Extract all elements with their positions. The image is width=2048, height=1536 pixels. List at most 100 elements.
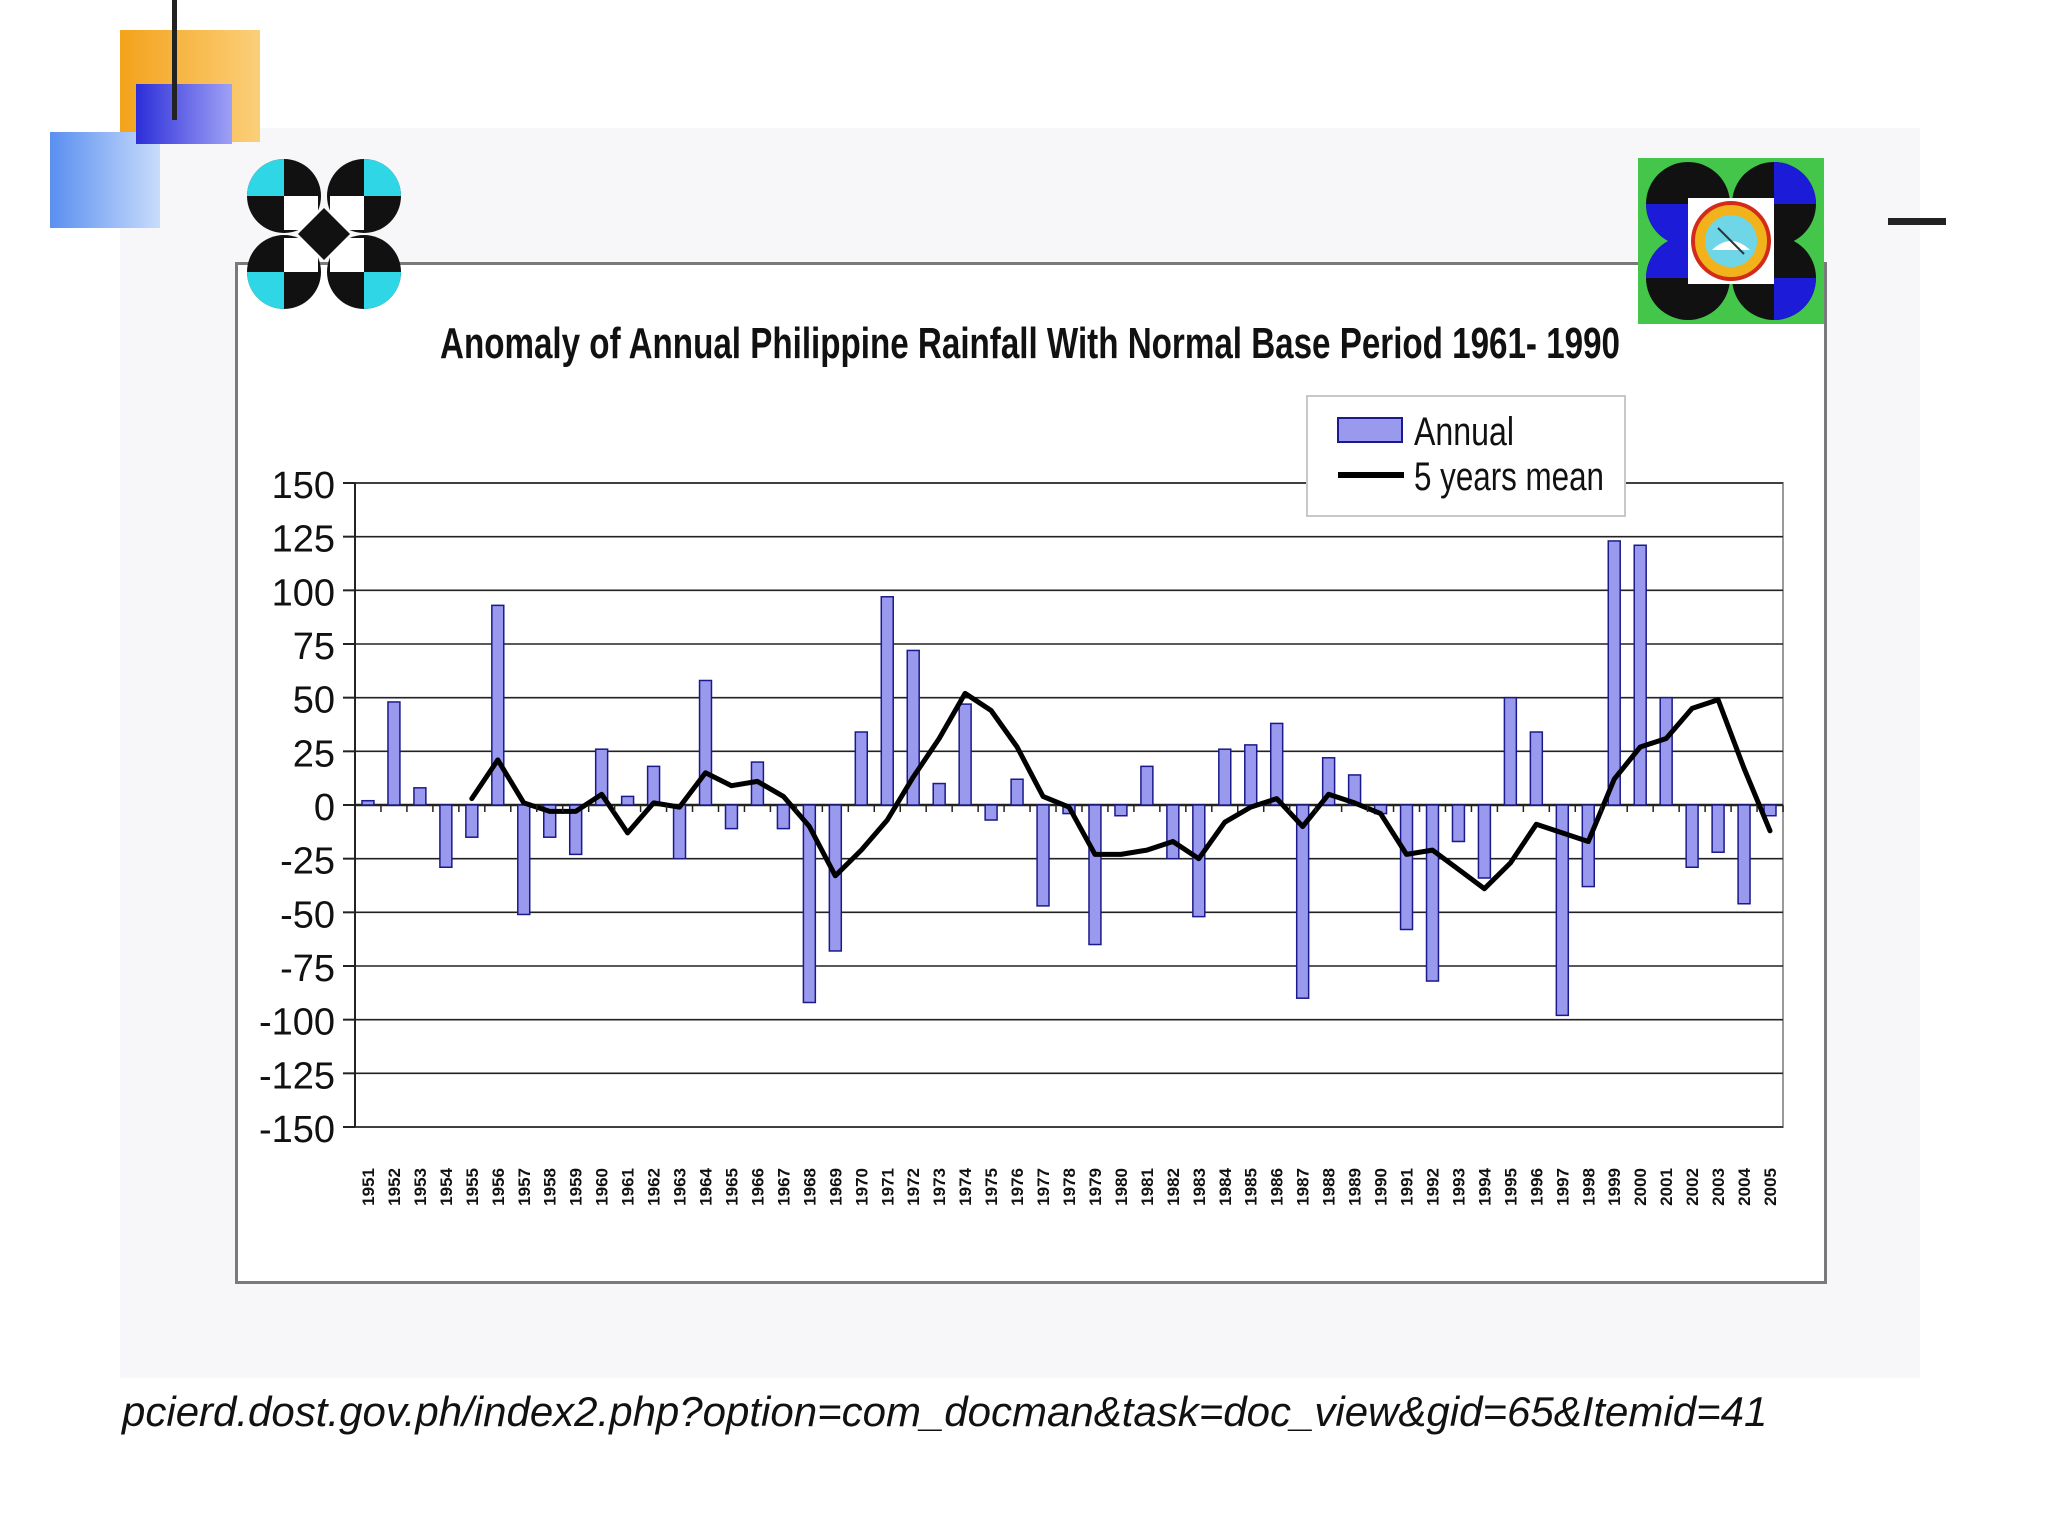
bar-annual	[1218, 748, 1232, 806]
x-tick-label: 1965	[722, 1168, 741, 1206]
x-tick-label: 1979	[1086, 1168, 1105, 1206]
x-tick-label: 1986	[1268, 1168, 1287, 1206]
chart-title: Anomaly of Annual Philippine Rainfall Wi…	[440, 319, 1620, 368]
x-tick-label: 1951	[359, 1168, 378, 1206]
x-tick-label: 1992	[1423, 1168, 1442, 1206]
bar-annual	[387, 701, 401, 806]
x-tick-label: 2002	[1683, 1168, 1702, 1206]
x-tick-label: 1952	[385, 1168, 404, 1206]
x-tick-label: 1989	[1346, 1168, 1365, 1206]
bar-annual	[1581, 804, 1595, 888]
x-tick-label: 1966	[748, 1168, 767, 1206]
legend-label-mean: 5 years mean	[1414, 455, 1604, 499]
bar-annual	[984, 804, 998, 821]
bar-annual	[880, 596, 894, 806]
bar-annual	[1607, 540, 1621, 806]
bar-annual	[724, 804, 739, 830]
y-tick-label: 25	[293, 733, 335, 775]
x-tick-label: 1984	[1216, 1167, 1235, 1205]
bar-annual	[1737, 804, 1751, 905]
x-tick-label: 1960	[593, 1168, 612, 1206]
decorative-navy-block	[136, 84, 232, 144]
bar-annual	[1555, 804, 1570, 1017]
y-tick-label: 75	[293, 626, 335, 668]
source-url: pcierd.dost.gov.ph/index2.php?option=com…	[122, 1388, 1768, 1435]
x-tick-label: 1978	[1060, 1168, 1079, 1206]
x-tick-label: 1993	[1449, 1168, 1468, 1206]
x-tick-label: 1998	[1579, 1168, 1598, 1206]
decorative-horizontal-line	[1888, 218, 1946, 225]
five-year-mean-line	[469, 690, 1773, 892]
bar-annual	[1088, 804, 1102, 946]
bar-annual	[1503, 696, 1518, 806]
bar-annual	[517, 804, 531, 916]
bar-annual	[1166, 804, 1180, 860]
legend-box	[1306, 395, 1626, 517]
bar-annual	[1711, 804, 1725, 853]
bar-annual	[361, 799, 375, 806]
decorative-blue-block	[50, 132, 160, 228]
y-tick-label: 100	[272, 572, 335, 614]
x-tick-label: 1990	[1372, 1168, 1391, 1206]
x-tick-label: 1969	[826, 1168, 845, 1206]
bar-annual	[1451, 804, 1466, 843]
x-tick-label: 1985	[1242, 1168, 1261, 1206]
x-tick-label: 1976	[1008, 1168, 1027, 1206]
bar-annual	[1633, 544, 1647, 806]
bar-annual	[1244, 744, 1258, 806]
x-tick-label: 1994	[1475, 1167, 1494, 1205]
x-tick-label: 2001	[1657, 1168, 1676, 1206]
bar-annual	[1685, 804, 1699, 869]
left-agency-logo	[247, 159, 401, 309]
right-agency-logo	[1638, 158, 1824, 324]
bar-annual	[568, 804, 583, 856]
bar-annual	[1010, 778, 1024, 806]
x-tick-label: 1963	[671, 1168, 690, 1206]
legend-swatch-annual	[1337, 417, 1403, 443]
bar-annual	[1399, 804, 1414, 931]
y-tick-label: 150	[272, 465, 335, 507]
x-tick-label: 1987	[1294, 1168, 1313, 1206]
bar-annual	[646, 765, 661, 806]
x-tick-label: 1956	[489, 1168, 508, 1206]
x-tick-label: 2004	[1735, 1167, 1754, 1205]
y-tick-label: -25	[280, 841, 335, 883]
bar-annual	[465, 804, 479, 838]
x-tick-label: 1975	[982, 1168, 1001, 1206]
bar-annual	[1477, 804, 1492, 879]
bar-annual	[906, 649, 920, 806]
bar-annual	[854, 731, 869, 806]
axes: 150 125 100 75 50 25 0 -25 -50 -75 -100 -125 -150 195…	[259, 465, 1784, 1206]
x-tick-label: 1977	[1034, 1168, 1053, 1206]
bar-annual	[698, 679, 713, 806]
x-tick-label: 1964	[697, 1167, 716, 1205]
x-tick-label: 1959	[567, 1168, 586, 1206]
x-tick-label: 1991	[1398, 1168, 1417, 1206]
x-tick-label: 1962	[645, 1168, 664, 1206]
x-tick-label: 1995	[1501, 1168, 1520, 1206]
bar-annual	[1659, 696, 1673, 806]
y-tick-label: -150	[259, 1109, 335, 1151]
bar-annual	[594, 748, 609, 806]
y-tick-label: -125	[259, 1055, 335, 1097]
bar-annual	[1036, 804, 1050, 907]
x-tick-label: 1953	[411, 1168, 430, 1206]
bar-annual	[1269, 722, 1284, 806]
y-tick-label: -100	[259, 1002, 335, 1044]
x-tick-label: 1999	[1605, 1168, 1624, 1206]
bar-annual	[1114, 804, 1128, 817]
x-tick-label: 1967	[774, 1168, 793, 1206]
y-tick-label: 0	[314, 787, 335, 829]
bar-annual	[620, 795, 635, 806]
chart-legend: Annual 5 years mean	[1306, 395, 1626, 517]
x-tick-label: 2003	[1709, 1168, 1728, 1206]
x-tick-label: 1955	[463, 1168, 482, 1206]
x-tick-label: 1973	[930, 1168, 949, 1206]
x-tick-label: 1954	[437, 1167, 456, 1205]
x-tick-label: 1982	[1164, 1168, 1183, 1206]
x-tick-label: 1957	[515, 1168, 534, 1206]
x-tick-label: 1970	[852, 1168, 871, 1206]
bar-annual	[1529, 731, 1544, 806]
bar-annual	[543, 804, 557, 838]
